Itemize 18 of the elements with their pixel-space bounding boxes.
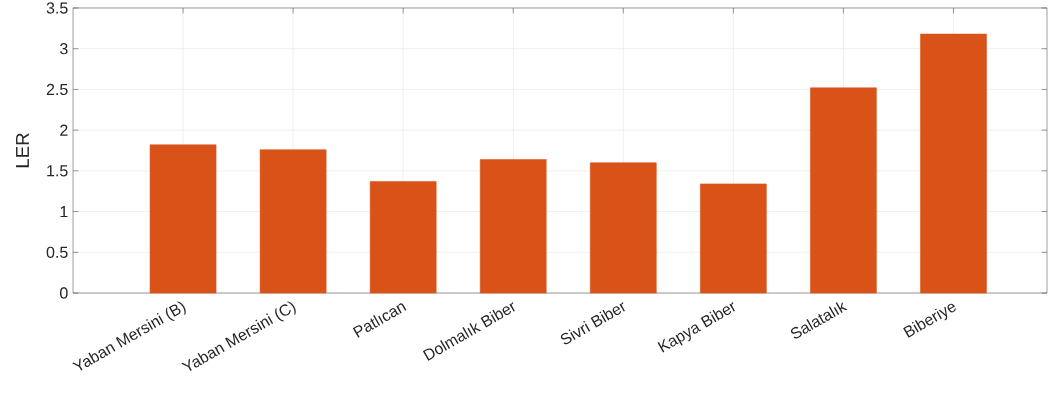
bar — [149, 144, 217, 294]
bar — [590, 162, 657, 294]
bar — [259, 149, 327, 294]
bar — [810, 87, 877, 294]
bar — [369, 181, 437, 294]
y-tick-label: 0.5 — [46, 246, 68, 258]
y-tick-label: 0 — [60, 287, 68, 299]
bar — [920, 33, 987, 294]
y-tick-label: 2 — [60, 124, 68, 136]
y-tick-label: 3 — [60, 43, 68, 55]
y-tick-label: 3.5 — [46, 2, 68, 14]
y-tick-label: 1.5 — [47, 165, 68, 177]
bar — [700, 183, 767, 294]
y-tick-label: 1 — [60, 206, 68, 218]
x-tick-label: Sivri Biber — [560, 302, 625, 345]
y-axis-title: LER — [16, 133, 29, 168]
y-tick-label: 2.5 — [46, 83, 68, 96]
bar — [479, 159, 547, 294]
